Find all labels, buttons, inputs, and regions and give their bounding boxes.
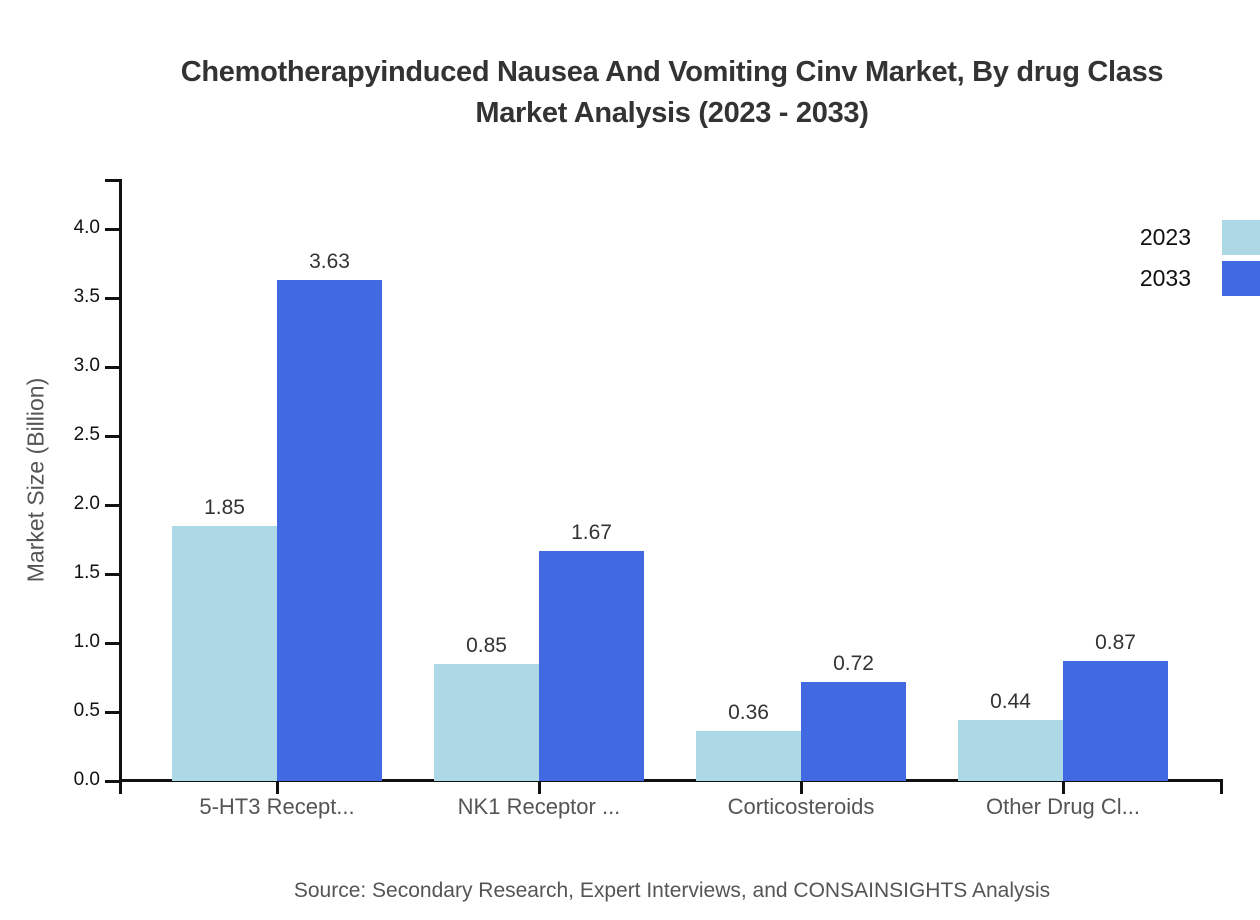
legend-label: 2023 (1139, 224, 1191, 250)
chart-title: Chemotherapyinduced Nausea And Vomiting … (120, 52, 1224, 134)
y-tick-label: 3.5 (73, 286, 100, 307)
bar-value-label: 0.44 (990, 690, 1031, 713)
bar-value-label: 0.85 (466, 634, 507, 657)
y-tick-label: 0.0 (73, 769, 100, 790)
y-tick-mark (105, 228, 119, 231)
x-tick-mark (1062, 782, 1065, 794)
y-tick-mark (105, 642, 119, 645)
bar-value-label: 3.63 (309, 250, 350, 273)
y-tick-mark (105, 366, 119, 369)
x-axis-end-cap (1220, 779, 1223, 794)
legend-item-2023[interactable]: 2023 (1140, 220, 1260, 255)
chart-title-line-1: Chemotherapyinduced Nausea And Vomiting … (180, 56, 1164, 88)
x-category-label: NK1 Receptor ... (457, 794, 621, 819)
bar-value-label: 0.72 (833, 652, 874, 675)
y-tick-mark (105, 780, 119, 783)
bar-value-label: 1.85 (204, 496, 245, 519)
2033-bar-3[interactable] (1063, 661, 1168, 781)
x-category-label: Other Drug Cl... (985, 794, 1141, 819)
legend-swatch (1222, 261, 1260, 296)
legend-swatch (1222, 220, 1260, 255)
bar-value-label: 1.67 (571, 521, 612, 544)
2033-bar-2[interactable] (801, 682, 906, 781)
x-category-label: 5-HT3 Recept... (199, 794, 355, 819)
legend: 2023 2033 (1140, 220, 1260, 302)
y-tick-label: 1.5 (73, 562, 100, 583)
y-tick-mark (105, 297, 119, 300)
y-tick-label: 3.0 (73, 355, 100, 376)
y-tick-mark (105, 573, 119, 576)
legend-label: 2033 (1139, 265, 1191, 291)
y-tick-label: 0.5 (73, 700, 100, 721)
x-tick-mark (538, 782, 541, 794)
y-axis-top-cap (105, 179, 119, 182)
2033-bar-0[interactable] (277, 280, 382, 781)
y-tick-mark (105, 711, 119, 714)
2023-bar-1[interactable] (434, 664, 539, 781)
source-caption: Source: Secondary Research, Expert Inter… (293, 879, 1051, 902)
y-tick-label: 4.0 (73, 217, 100, 238)
legend-item-2033[interactable]: 2033 (1140, 261, 1260, 296)
2033-bar-1[interactable] (539, 551, 644, 781)
y-axis-spine (119, 179, 122, 794)
y-tick-mark (105, 504, 119, 507)
x-axis-spine (119, 779, 1223, 782)
2023-bar-2[interactable] (696, 731, 801, 781)
2023-bar-3[interactable] (958, 720, 1063, 781)
y-tick-label: 2.5 (73, 424, 100, 445)
y-axis-title: Market Size (Billion) (22, 377, 49, 583)
y-tick-mark (105, 435, 119, 438)
bar-value-label: 0.36 (728, 701, 769, 724)
chart-title-line-2: Market Analysis (2023 - 2033) (475, 97, 869, 129)
x-tick-mark (800, 782, 803, 794)
y-tick-label: 2.0 (73, 493, 100, 514)
2023-bar-0[interactable] (172, 526, 277, 781)
bar-value-label: 0.87 (1095, 631, 1136, 654)
y-tick-label: 1.0 (73, 631, 100, 652)
x-tick-mark (276, 782, 279, 794)
x-category-label: Corticosteroids (727, 794, 875, 819)
